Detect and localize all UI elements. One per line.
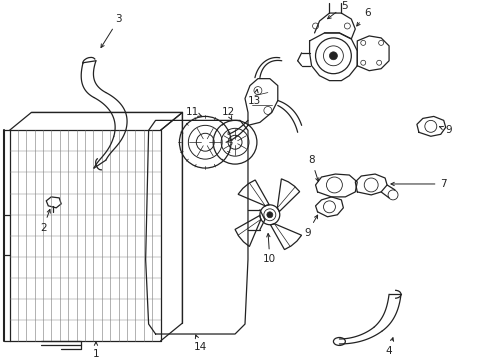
Text: 10: 10 <box>263 234 276 265</box>
Text: 9: 9 <box>304 215 318 238</box>
Circle shape <box>329 52 338 60</box>
Text: 2: 2 <box>40 210 50 233</box>
Text: 4: 4 <box>386 338 393 356</box>
Text: 12: 12 <box>221 107 235 120</box>
Text: 5: 5 <box>328 1 348 19</box>
Text: 1: 1 <box>93 342 99 359</box>
Circle shape <box>267 212 273 218</box>
Text: 3: 3 <box>101 14 122 48</box>
Text: 8: 8 <box>308 155 319 181</box>
Text: 9: 9 <box>440 125 452 135</box>
Text: 7: 7 <box>391 179 447 189</box>
Text: 14: 14 <box>194 335 207 352</box>
Text: 13: 13 <box>248 89 262 105</box>
Text: 11: 11 <box>186 107 202 117</box>
Text: 6: 6 <box>357 8 370 26</box>
